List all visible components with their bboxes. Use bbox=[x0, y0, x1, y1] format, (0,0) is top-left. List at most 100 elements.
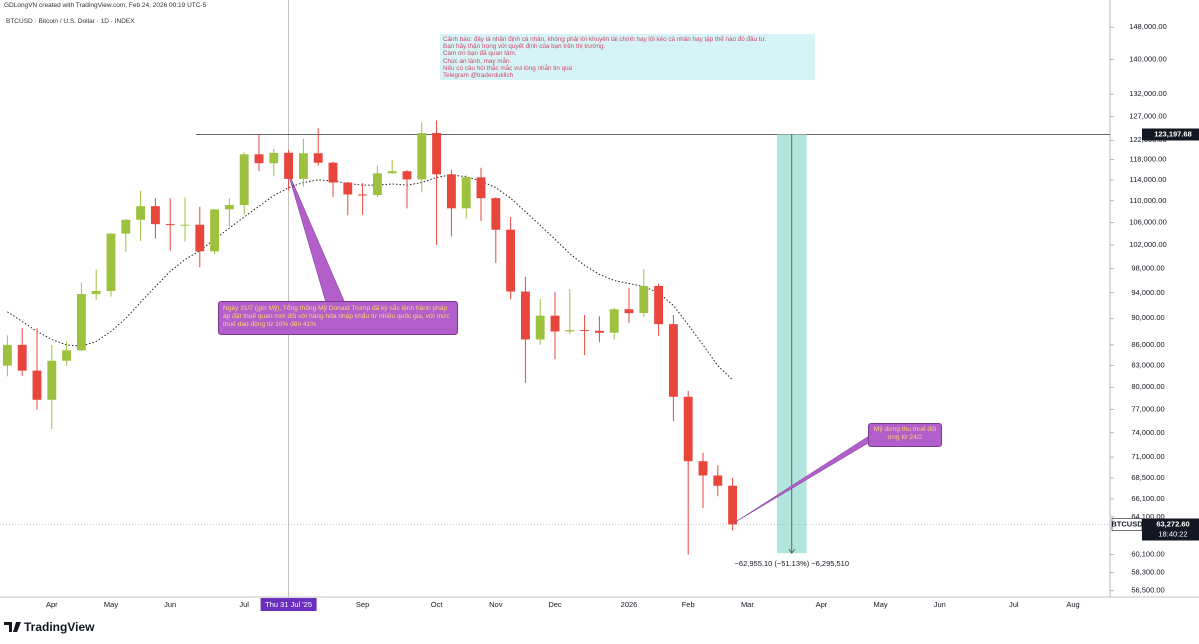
candle-body bbox=[180, 224, 190, 226]
y-tick-label: 118,000.00 bbox=[1130, 155, 1167, 164]
note-line: Bạn hãy thận trọng với quyết định của bạ… bbox=[443, 43, 606, 51]
x-tick-label: Dec bbox=[548, 600, 562, 609]
candle-body bbox=[594, 330, 604, 333]
crosshair-label: Thu 31 Jul '25 bbox=[265, 600, 312, 609]
y-tick-label: 102,000.00 bbox=[1129, 240, 1167, 249]
candle-body bbox=[254, 154, 264, 164]
candle-body bbox=[550, 315, 560, 332]
candle-body bbox=[683, 396, 693, 462]
candle-body bbox=[284, 152, 294, 179]
candle-body bbox=[121, 219, 131, 234]
candle-body bbox=[358, 194, 368, 196]
y-tick-label: 86,000.00 bbox=[1131, 340, 1164, 349]
candle-body bbox=[372, 173, 382, 195]
y-tick-label: 60,100.00 bbox=[1131, 550, 1164, 559]
y-tick-label: 80,000.00 bbox=[1131, 382, 1164, 391]
candle-body bbox=[432, 133, 442, 175]
candle-body bbox=[2, 344, 12, 366]
y-tick-label: 77,000.00 bbox=[1131, 405, 1164, 414]
callout-pointer bbox=[286, 167, 346, 304]
y-tick-label: 148,000.00 bbox=[1129, 22, 1167, 31]
candle-body bbox=[343, 182, 353, 195]
candle-body bbox=[165, 224, 175, 226]
candle-body bbox=[580, 330, 590, 332]
candle-body bbox=[461, 177, 471, 209]
current-tag: 63,272.60 bbox=[1156, 519, 1189, 528]
candle-body bbox=[47, 360, 57, 400]
x-tick-label: Jul bbox=[1009, 600, 1019, 609]
countdown: 18:40:22 bbox=[1158, 529, 1187, 538]
x-tick-label: Jun bbox=[934, 600, 946, 609]
candle-body bbox=[639, 286, 649, 314]
x-tick-label: Mar bbox=[741, 600, 754, 609]
y-tick-label: 71,000.00 bbox=[1131, 452, 1164, 461]
candle-body bbox=[195, 224, 205, 252]
measure-label: −62,955.10 (−51.13%) −6,295,510 bbox=[735, 559, 849, 568]
x-tick-label: Oct bbox=[431, 600, 444, 609]
candle-body bbox=[565, 330, 575, 332]
candle-body bbox=[387, 171, 397, 174]
y-tick-label: 114,000.00 bbox=[1130, 175, 1167, 184]
y-tick-label: 132,000.00 bbox=[1129, 89, 1167, 98]
candle-body bbox=[476, 177, 486, 199]
candle-body bbox=[76, 294, 86, 351]
y-tick-label: 110,000.00 bbox=[1130, 196, 1167, 205]
y-tick-label: 83,000.00 bbox=[1131, 361, 1164, 370]
price-tag-box bbox=[1142, 128, 1199, 141]
candle-body bbox=[520, 291, 530, 340]
y-tick-label: 56,500.00 bbox=[1131, 586, 1164, 595]
x-tick-label: Apr bbox=[816, 600, 828, 609]
price-tag: 123,197.68 bbox=[1154, 129, 1192, 138]
y-tick-label: 140,000.00 bbox=[1129, 55, 1167, 64]
y-tick-label: 127,000.00 bbox=[1129, 112, 1167, 121]
candle-body bbox=[535, 315, 545, 340]
crosshair-label-box bbox=[260, 598, 317, 611]
candle-body bbox=[446, 174, 456, 209]
candle-body bbox=[17, 344, 27, 371]
x-tick-label: May bbox=[874, 600, 888, 609]
candle-body bbox=[210, 209, 220, 252]
candle-body bbox=[491, 198, 501, 230]
brand-logo bbox=[4, 622, 21, 632]
x-tick-label: Feb bbox=[682, 600, 695, 609]
candle-body bbox=[239, 154, 249, 206]
x-tick-label: Nov bbox=[489, 600, 503, 609]
x-tick-label: 2026 bbox=[621, 600, 638, 609]
credit: GDLongVN created with TradingView.com, F… bbox=[4, 2, 207, 9]
symbol-tag: BTCUSD bbox=[1111, 519, 1143, 528]
candle-body bbox=[728, 485, 738, 525]
note-line: Chúc an lành, may mắn. bbox=[443, 57, 512, 65]
candle-body bbox=[668, 324, 678, 397]
callout: Ngày 31/7 (giờ Mỹ), Tổng thống Mỹ Donald… bbox=[218, 301, 458, 335]
y-tick-label: 74,000.00 bbox=[1131, 428, 1164, 437]
x-tick-label: Jul bbox=[239, 600, 249, 609]
x-tick-label: Jun bbox=[164, 600, 176, 609]
candle-body bbox=[106, 233, 116, 291]
candle-body bbox=[417, 133, 427, 180]
candle-body bbox=[698, 461, 708, 476]
y-tick-label: 68,500.00 bbox=[1131, 473, 1164, 482]
y-tick-label: 64,100.00 bbox=[1131, 512, 1164, 521]
y-tick-label: 90,000.00 bbox=[1131, 313, 1164, 322]
y-tick-label: 94,000.00 bbox=[1131, 288, 1164, 297]
note-line: Cám ơn bạn đã quan tâm. bbox=[443, 50, 517, 58]
candle-body bbox=[150, 206, 160, 225]
candle-body bbox=[62, 350, 72, 361]
candle-body bbox=[713, 475, 723, 486]
note-line: Cảnh báo: đây là nhận định cá nhân, khôn… bbox=[443, 36, 767, 43]
note-line: Telegram @traderduklich bbox=[443, 72, 514, 80]
y-tick-label: 66,100.00 bbox=[1131, 494, 1164, 503]
candle-body bbox=[91, 290, 101, 295]
measure-arrowhead bbox=[788, 549, 796, 554]
x-tick-label: Aug bbox=[1066, 600, 1079, 609]
current-tag-box bbox=[1142, 518, 1199, 541]
y-tick-label: 106,000.00 bbox=[1129, 217, 1167, 226]
candle-body bbox=[402, 171, 412, 180]
x-tick-label: Sep bbox=[356, 600, 369, 609]
x-tick-label: May bbox=[104, 600, 118, 609]
brand: TradingView bbox=[24, 620, 95, 634]
candle-body bbox=[506, 229, 516, 292]
callout: Mỹ dừng thu thuế đối ứng từ 24/2 bbox=[868, 423, 942, 447]
note: Cảnh báo: đây là nhận định cá nhân, khôn… bbox=[440, 34, 815, 80]
